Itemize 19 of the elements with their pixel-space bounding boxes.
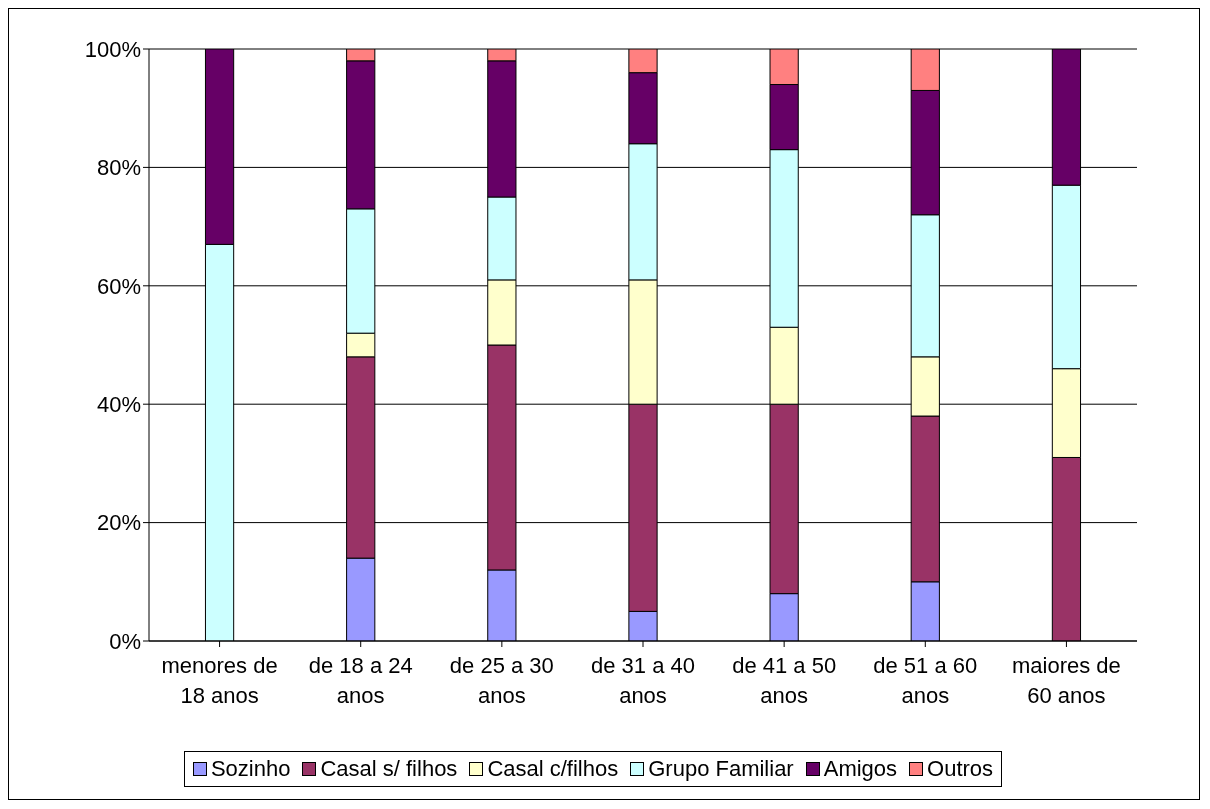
- legend-label: Amigos: [822, 756, 898, 782]
- y-tick-label: 40%: [96, 392, 141, 418]
- x-tick-label: menores de 18 anos: [161, 653, 278, 708]
- y-tick-label: 100%: [84, 36, 141, 62]
- legend-label: Casal s/ filhos: [319, 756, 458, 782]
- x-tick-label: de 18 a 24 anos: [308, 653, 413, 708]
- legend-label: Grupo Familiar: [647, 756, 794, 782]
- x-tick-label: de 25 a 30 anos: [449, 653, 554, 708]
- x-tick-label: maiores de 60 anos: [1012, 653, 1121, 708]
- x-tick-label: de 41 a 50 anos: [732, 653, 837, 708]
- legend-label: Outros: [926, 756, 994, 782]
- legend-label: Sozinho: [209, 756, 291, 782]
- y-tick-label: 60%: [96, 273, 141, 299]
- y-tick-label: 20%: [96, 510, 141, 536]
- x-tick-label: de 51 a 60 anos: [873, 653, 978, 708]
- y-tick-label: 0%: [109, 628, 141, 654]
- x-tick-label: de 31 a 40 anos: [591, 653, 695, 708]
- legend-label: Casal c/filhos: [486, 756, 619, 782]
- y-tick-label: 80%: [96, 155, 141, 181]
